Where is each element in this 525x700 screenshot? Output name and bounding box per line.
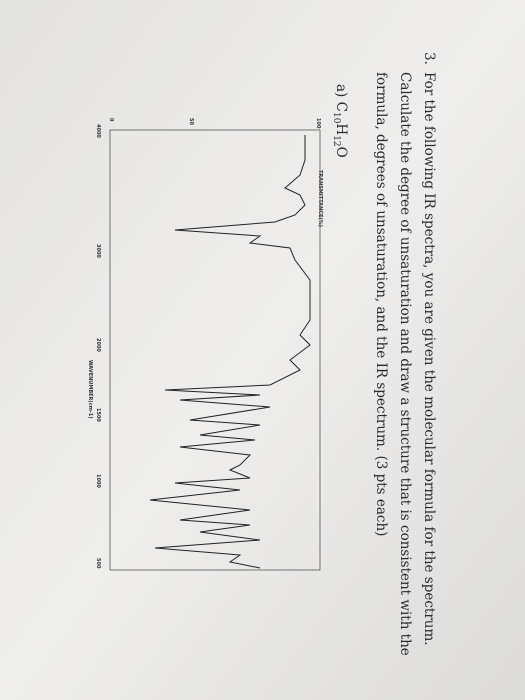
question-number: 3. xyxy=(421,52,437,65)
question-line: Calculate the degree of unsaturation and… xyxy=(397,72,413,656)
spectrum-curve xyxy=(149,135,311,569)
question-line: formula, degrees of unsaturation, and th… xyxy=(373,72,389,536)
x-tick: 4000 xyxy=(95,124,101,138)
x-tick: 500 xyxy=(95,558,101,569)
question-line: For the following IR spectra, you are gi… xyxy=(421,72,437,646)
x-tick: 1500 xyxy=(95,408,101,422)
formula-part: C xyxy=(333,102,349,112)
x-tick: 3000 xyxy=(95,244,101,258)
formula-part: 12 xyxy=(331,135,341,146)
rotated-text: 3. For the following IR spectra, you are… xyxy=(87,52,437,656)
formula-part: H xyxy=(333,123,349,135)
part-formula: a) C10H12O xyxy=(331,84,349,158)
y-tick: 50 xyxy=(188,118,194,125)
formula-part: 10 xyxy=(331,112,341,124)
x-tick: 2000 xyxy=(95,338,101,352)
y-tick: 0 xyxy=(108,118,114,122)
y-tick: 100 xyxy=(315,118,321,129)
x-tick: 1000 xyxy=(95,474,101,488)
part-label: a) xyxy=(333,84,349,97)
x-title: WAVENUMBER(cm-1) xyxy=(87,360,93,419)
spectrum-frame xyxy=(109,129,321,571)
formula-part: O xyxy=(333,147,349,158)
